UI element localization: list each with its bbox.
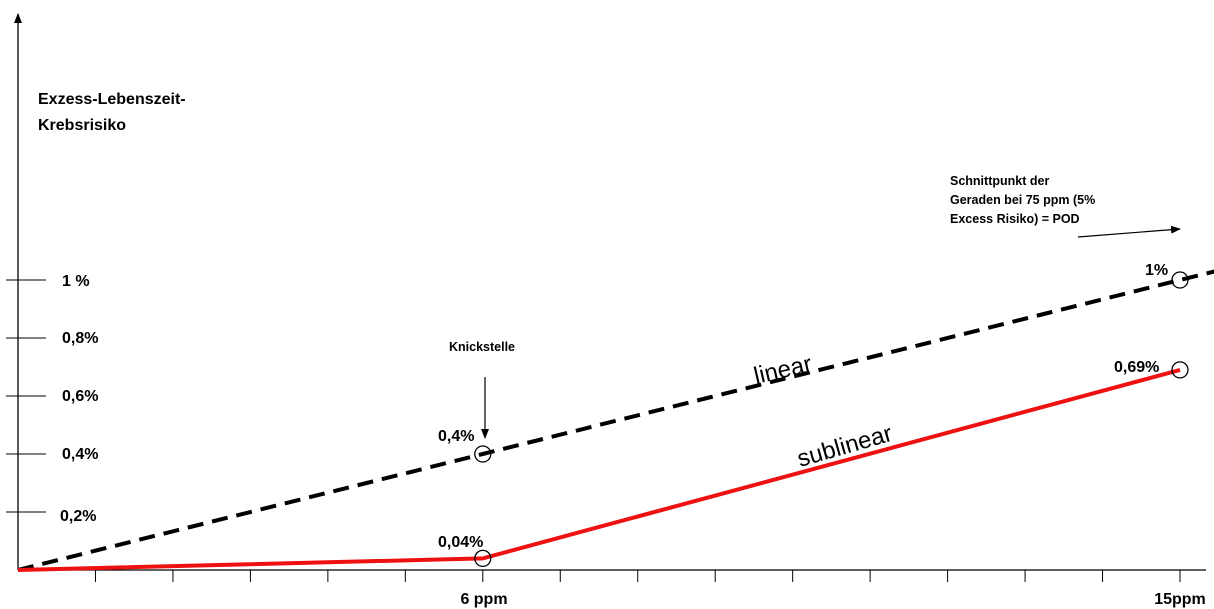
y-axis-label-line-1: Exzess-Lebenszeit- [38,91,186,108]
point-label-0.04: 0,04% [438,534,483,551]
point-marker-2 [474,549,492,568]
y-tick-label-0.2: 0,2% [60,508,96,525]
y-tick-label-0.8: 0,8% [62,330,98,347]
series-linear-line [17,269,1214,572]
y-tick-label-1pct: 1 % [62,273,90,290]
point-label-1pct: 1% [1145,262,1168,279]
point-label-0.4: 0,4% [438,428,474,445]
schnittpunkt-arrow [1077,225,1181,238]
series-label-linear: linear [751,350,814,390]
series-sublinear-line [17,367,1181,572]
point-label-0.69: 0,69% [1114,359,1159,376]
point-marker-4 [1171,361,1189,379]
annotation-schnittpunkt-line-3: Excess Risiko) = POD [950,212,1080,226]
y-axis-label-line-2: Krebsrisiko [38,117,126,134]
point-marker-3 [1171,271,1189,289]
y-tick-label-0.4: 0,4% [62,446,98,463]
annotation-knickstelle: Knickstelle [449,340,515,354]
annotation-schnittpunkt-line-2: Geraden bei 75 ppm (5% [950,193,1095,207]
annotation-schnittpunkt-line-1: Schnittpunkt der [950,174,1049,188]
x-tick-label-15ppm: 15ppm [1154,591,1206,608]
y-tick-label-0.6: 0,6% [62,388,98,405]
point-marker-1 [474,445,492,463]
x-tick-label-6ppm: 6 ppm [460,591,507,608]
series-label-sublinear: sublinear [794,420,895,473]
